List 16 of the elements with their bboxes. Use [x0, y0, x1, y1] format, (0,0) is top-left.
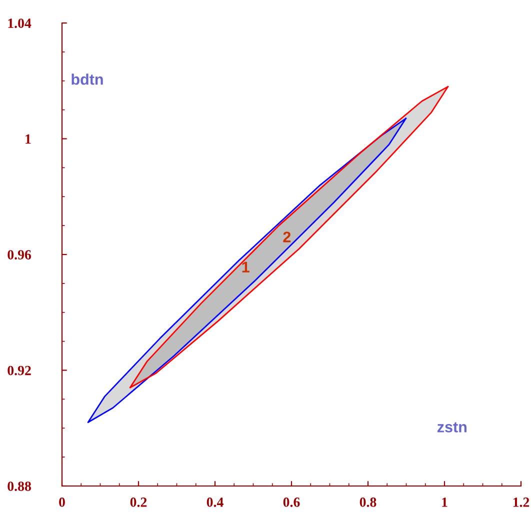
x-tick-label: 0.4 [206, 498, 224, 507]
x-tick-label: 0.8 [360, 498, 376, 507]
y-tick-label: 0.96 [8, 250, 32, 260]
annotation: 2 [283, 232, 291, 242]
x-axis-title: zstn [437, 422, 466, 432]
x-tick-label: 1.2 [513, 498, 530, 507]
y-tick-label: 0.88 [8, 482, 31, 492]
x-tick-label: 0 [59, 498, 65, 507]
y-tick-label: 1 [26, 134, 31, 144]
y-axis-title: bdtn [72, 74, 103, 85]
x-tick-label: 0.2 [130, 498, 147, 507]
y-tick-label: 1.04 [8, 18, 32, 28]
y-tick-label: 0.92 [8, 366, 31, 376]
annotation: 1 [242, 262, 250, 272]
x-tick-label: 0.6 [283, 498, 300, 507]
x-tick-label: 1 [442, 498, 448, 507]
